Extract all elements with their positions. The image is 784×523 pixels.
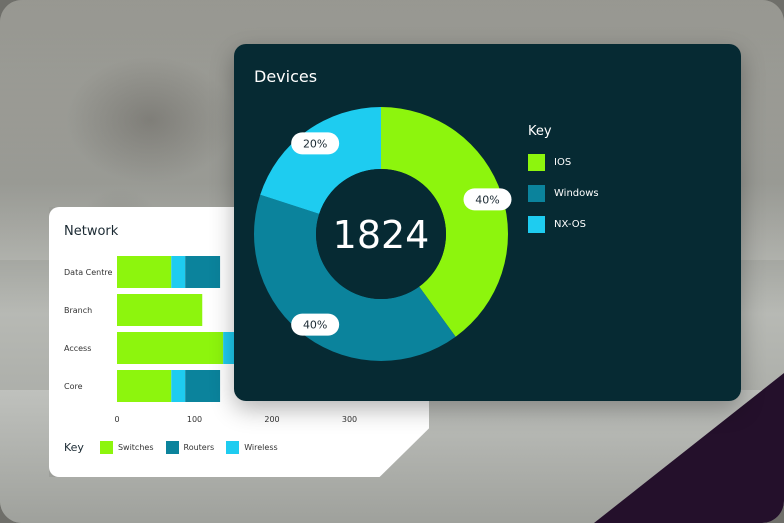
bar-wireless bbox=[185, 370, 221, 402]
legend-item-switches: Switches bbox=[99, 441, 154, 454]
category-label: Core bbox=[64, 382, 83, 391]
slice-label: 20% bbox=[303, 137, 327, 150]
legend-label-windows: Windows bbox=[554, 187, 599, 199]
bar-routers bbox=[171, 256, 186, 288]
x-tick-label: 300 bbox=[342, 415, 357, 424]
bar-routers bbox=[223, 332, 236, 364]
network-legend-title: Key bbox=[64, 441, 84, 454]
devices-donut-chart: 1824 40% 40% 20% bbox=[253, 107, 512, 361]
bar-switches bbox=[117, 332, 224, 364]
devices-legend: Key IOS Windows NX-OS bbox=[528, 124, 599, 246]
legend-swatch-routers bbox=[165, 441, 179, 454]
slice-ios bbox=[381, 107, 508, 337]
legend-swatch-ios bbox=[528, 153, 545, 171]
legend-item-nx-os: NX-OS bbox=[528, 215, 599, 233]
slice-label-pill bbox=[291, 132, 340, 155]
network-bar-chart: Data Centre Branch Access Core 0 100 200 300 bbox=[64, 256, 357, 424]
slice-label-pill bbox=[463, 188, 512, 211]
slice-label: 40% bbox=[475, 193, 499, 206]
category-label: Access bbox=[64, 344, 91, 353]
legend-label-wireless: Wireless bbox=[244, 443, 278, 452]
legend-label-nx-os: NX-OS bbox=[554, 218, 586, 230]
legend-swatch-switches bbox=[99, 441, 113, 454]
legend-label-switches: Switches bbox=[117, 443, 154, 452]
bar-routers bbox=[171, 370, 186, 402]
donut-hole bbox=[316, 169, 446, 299]
devices-title: Devices bbox=[254, 67, 318, 86]
bar-switches bbox=[117, 370, 172, 402]
bar-switches bbox=[117, 256, 172, 288]
legend-swatch-nx-os bbox=[528, 215, 545, 233]
slice-label: 40% bbox=[303, 319, 327, 332]
network-title: Network bbox=[64, 224, 119, 239]
category-label: Branch bbox=[64, 306, 92, 315]
bar-switches bbox=[117, 294, 203, 326]
category-label: Data Centre bbox=[64, 268, 112, 277]
slice-nx-os bbox=[260, 107, 381, 214]
legend-item-windows: Windows bbox=[528, 184, 599, 202]
donut-center-value: 1824 bbox=[333, 213, 430, 257]
slice-label-pill bbox=[291, 313, 340, 336]
x-tick-label: 100 bbox=[187, 415, 202, 424]
legend-label-ios: IOS bbox=[554, 156, 572, 168]
network-legend: Key Switches Routers Wireless bbox=[64, 441, 290, 454]
legend-swatch-windows bbox=[528, 184, 545, 202]
legend-item-ios: IOS bbox=[528, 153, 599, 171]
x-tick-label: 0 bbox=[114, 415, 119, 424]
legend-item-routers: Routers bbox=[165, 441, 215, 454]
legend-label-routers: Routers bbox=[183, 443, 215, 452]
legend-item-wireless: Wireless bbox=[226, 441, 278, 454]
x-tick-label: 200 bbox=[264, 415, 279, 424]
bar-wireless bbox=[185, 256, 221, 288]
devices-legend-title: Key bbox=[528, 124, 552, 139]
devices-card: Devices 1824 40% 40% 20% Key IOS Windows NX… bbox=[234, 44, 741, 401]
legend-swatch-wireless bbox=[226, 441, 240, 454]
